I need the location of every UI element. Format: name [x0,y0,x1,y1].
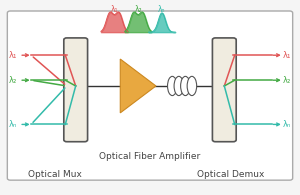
Text: Optical Mux: Optical Mux [28,170,82,179]
Text: λₙ: λₙ [158,4,166,14]
Text: λₙ: λₙ [283,120,291,129]
Text: λ₁: λ₁ [111,4,118,14]
Ellipse shape [174,76,184,96]
FancyBboxPatch shape [7,11,293,180]
Text: λ₂: λ₂ [283,76,291,85]
Text: Optical Fiber Amplifier: Optical Fiber Amplifier [99,152,201,161]
Polygon shape [120,59,156,113]
Text: λ₂: λ₂ [9,76,17,85]
FancyBboxPatch shape [212,38,236,142]
FancyBboxPatch shape [64,38,88,142]
Text: λ₁: λ₁ [9,51,17,60]
Text: λ₁: λ₁ [283,51,291,60]
Text: Optical Demux: Optical Demux [196,170,264,179]
Ellipse shape [187,76,197,96]
Ellipse shape [167,76,177,96]
Text: λ₂: λ₂ [134,4,142,14]
Ellipse shape [181,76,190,96]
Text: λₙ: λₙ [9,120,17,129]
